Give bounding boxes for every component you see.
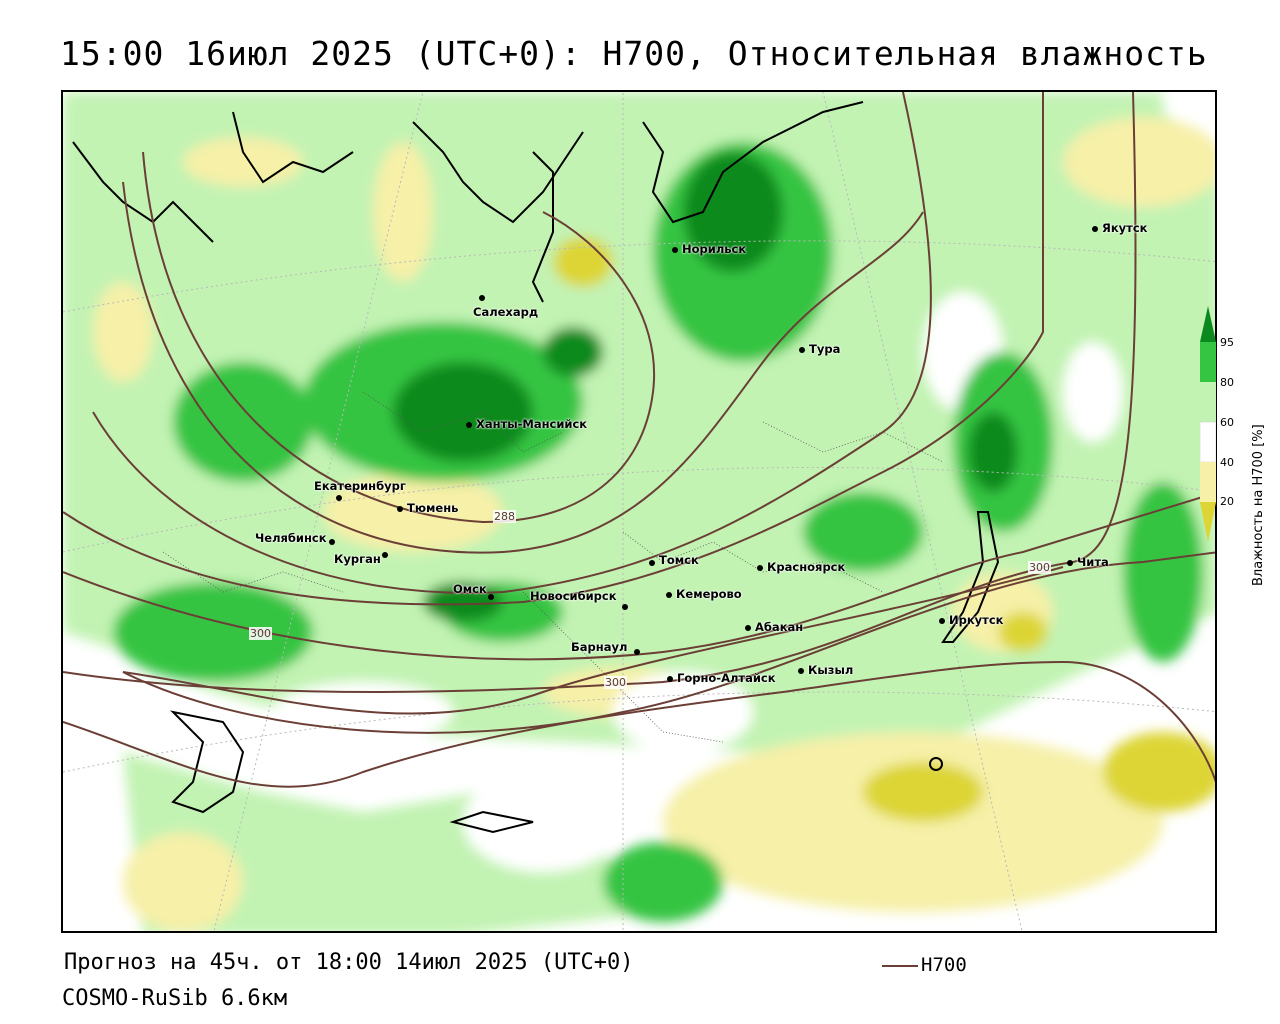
contour-legend-label: H700 [921, 954, 967, 976]
city-dot [479, 294, 485, 301]
city-dot [799, 346, 805, 353]
city-marker: Тюмень [397, 501, 458, 515]
contour-legend: H700 [882, 954, 967, 976]
city-marker [329, 534, 339, 548]
city-dot [1067, 559, 1073, 566]
city-label: Иркутск [949, 613, 1004, 627]
city-label-box: Новосибирск [530, 589, 617, 603]
city-label: Ханты-Мансийск [476, 417, 588, 431]
city-dot [667, 675, 673, 682]
city-label: Тура [809, 342, 841, 356]
city-label-box: Омск [453, 582, 487, 596]
city-label: Тюмень [407, 501, 459, 515]
city-label-box: Томск [659, 553, 699, 567]
city-label: Якутск [1102, 221, 1148, 235]
city-dot [798, 667, 804, 674]
city-label: Салехард [473, 305, 539, 319]
city-label: Норильск [682, 242, 747, 256]
city-marker [622, 599, 632, 613]
city-label-box: Салехард [473, 305, 538, 319]
city-label: Екатеринбург [314, 479, 406, 493]
city-label-box: Челябинск [255, 531, 327, 545]
forecast-info: Прогноз на 45ч. от 18:00 14июл 2025 (UTC… [64, 950, 634, 975]
city-label: Абакан [755, 620, 804, 634]
city-marker: Горно-Алтайск [667, 671, 776, 685]
contour-label: 300 [604, 676, 627, 689]
city-label: Горно-Алтайск [677, 671, 776, 685]
city-dot [329, 538, 335, 545]
city-label-box: Барнаул [571, 640, 627, 654]
city-dot [622, 603, 628, 610]
city-marker: Иркутск [939, 613, 1003, 627]
city-dot [666, 591, 672, 598]
city-marker [479, 290, 489, 304]
colorbar-title: Влажность на H700 [%] [1251, 424, 1266, 586]
contour-label: 300 [1028, 561, 1051, 574]
city-marker: Красноярск [757, 560, 845, 574]
city-marker [488, 589, 498, 603]
city-label: Чита [1077, 555, 1109, 569]
map-graphic [63, 92, 1215, 931]
city-label: Омск [453, 582, 487, 596]
city-label-box: Курган [334, 552, 381, 566]
colorbar-tick: 80 [1220, 376, 1234, 389]
city-dot [488, 593, 494, 600]
city-dot [466, 421, 472, 428]
city-dot [1092, 225, 1098, 232]
city-dot [757, 564, 763, 571]
city-dot [939, 617, 945, 624]
city-label-box: Екатеринбург [314, 479, 406, 493]
city-label: Курган [334, 552, 381, 566]
city-marker: Кемерово [666, 587, 742, 601]
city-dot [672, 246, 678, 253]
model-name: COSMO-RuSib 6.6км [62, 986, 288, 1011]
h700-contours [63, 92, 1215, 788]
city-marker: Чита [1067, 555, 1109, 569]
city-marker [634, 644, 644, 658]
city-dot [336, 494, 342, 501]
city-dot [649, 559, 655, 566]
contour-label: 300 [249, 627, 272, 640]
city-label: Челябинск [255, 531, 327, 545]
city-marker: Ханты-Мансийск [466, 417, 587, 431]
city-marker [382, 547, 392, 561]
city-marker: Кызыл [798, 663, 853, 677]
contour-label: 288 [493, 510, 516, 523]
city-label: Кемерово [676, 587, 742, 601]
city-marker: Якутск [1092, 221, 1147, 235]
city-label: Кызыл [808, 663, 854, 677]
coastlines [72, 101, 1000, 834]
city-dot [634, 648, 640, 655]
city-dot [745, 624, 751, 631]
city-marker: Тура [799, 342, 840, 356]
colorbar-tick: 95 [1220, 336, 1234, 349]
colorbar-tick: 20 [1220, 495, 1234, 508]
city-dot [397, 505, 403, 512]
contour-line-swatch [882, 964, 918, 967]
city-dot [382, 551, 388, 558]
city-label: Томск [659, 553, 699, 567]
city-marker: Абакан [745, 620, 803, 634]
colorbar-tick: 60 [1220, 416, 1234, 429]
map-title: 15:00 16июл 2025 (UTC+0): H700, Относите… [60, 34, 1208, 73]
city-label: Красноярск [767, 560, 846, 574]
city-marker [336, 490, 346, 504]
colorbar [1200, 306, 1216, 542]
city-label: Барнаул [571, 640, 628, 654]
colorbar-tick: 40 [1220, 456, 1234, 469]
map-panel[interactable]: 288 300 300 300 Якутск Норильск Салехард… [61, 90, 1217, 933]
city-marker: Норильск [672, 242, 746, 256]
city-label: Новосибирск [530, 589, 617, 603]
humidity-field [63, 92, 1215, 931]
city-marker [649, 555, 659, 569]
